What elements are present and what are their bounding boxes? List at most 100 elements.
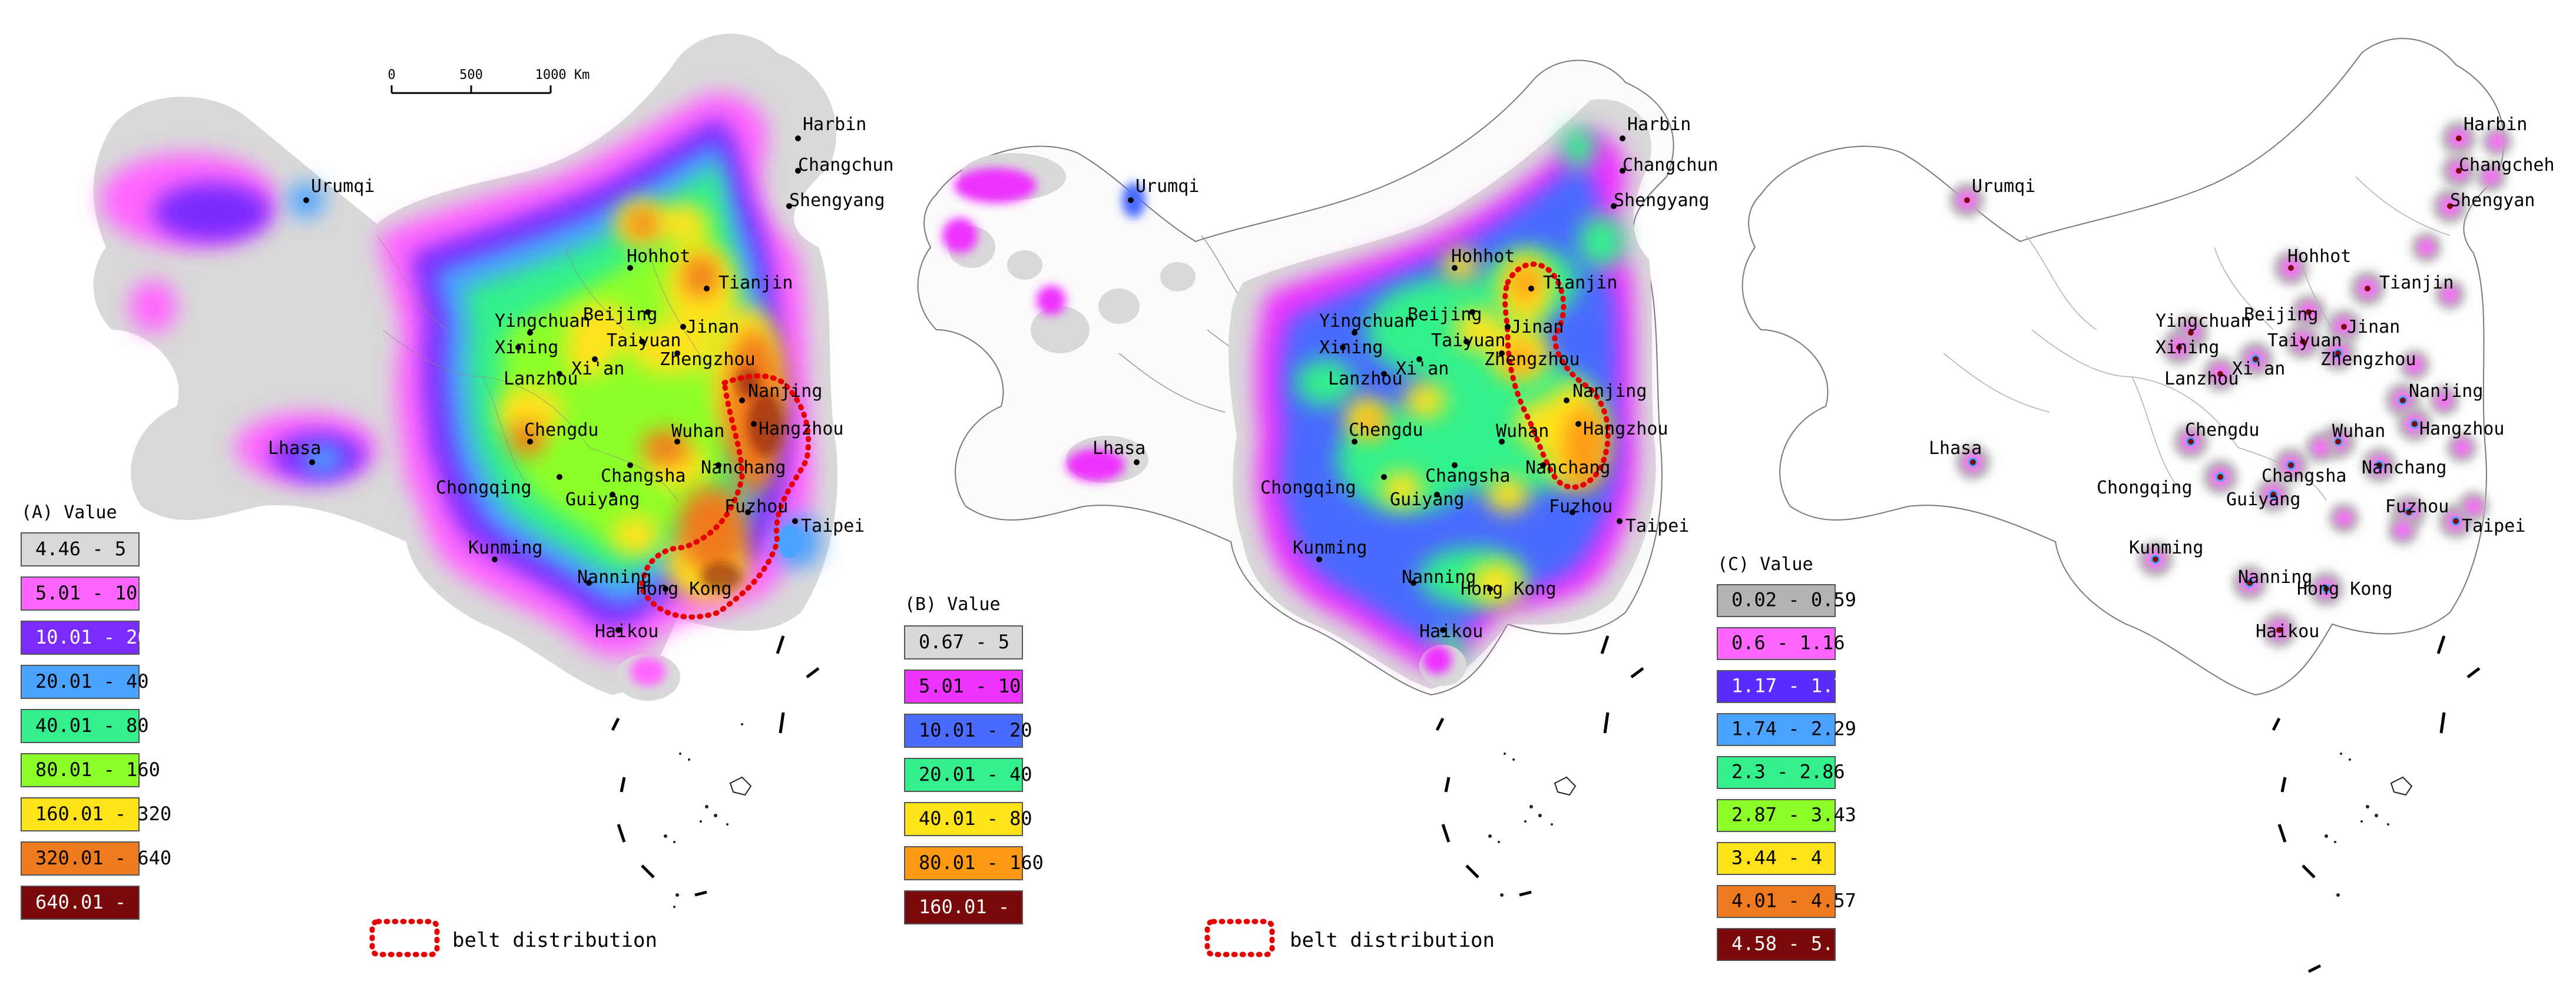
panel-c-spot-core [2395,522,2411,538]
panel-c-spot-core [2312,439,2329,456]
panel-b-belt-legend: belt distribution [1204,919,1495,957]
legend-label-a-3: 20.01 - 40 [35,670,149,692]
city-dot-guiyang [2270,492,2276,498]
city-dot-fuzhou [745,509,751,515]
legend-swatch-c-8 [1717,928,1836,961]
panel-c-spot-core [2454,439,2470,456]
city-label-kunming: Kunming [468,538,542,558]
city-label-fuzhou: Fuzhou [2385,496,2449,517]
legend-swatch-c-3 [1717,713,1836,746]
city-label-nanchang: Nanchang [701,458,786,478]
city-dot-chengdu [1352,439,1357,445]
city-dot-shengyan [2447,203,2453,209]
city-label-jinan: Jinan [1511,317,1564,337]
city-label-yingchuan: Yingchuan [2156,311,2251,332]
legend-label-c-7: 4.01 - 4.57 [1731,890,1856,912]
legend-swatch-a-3 [21,665,140,699]
city-dot-xining [515,344,521,350]
city-label-changsha: Changsha [2262,466,2347,486]
city-dot-nanjing [2400,397,2406,403]
city-dot-hangzhou [751,421,757,427]
city-dot-taipei [792,518,798,524]
city-dot-yingchuan [1352,330,1357,336]
city-label-taiyuan: Taiyuan [1431,330,1505,351]
legend-swatch-a-0 [21,532,140,566]
city-dot-urumqi [303,197,309,203]
city-label-lanzhou: Lanzhou [2164,369,2239,389]
city-dot-nanchang [2376,462,2382,468]
scale-bar [390,85,552,94]
city-label-yingchuan: Yingchuan [1319,311,1415,332]
panel-a-nine-dash-line [611,635,820,897]
panel-a-city-labels: Urumqi Harbin Changchun Shengyang Hohhot Tian… [268,114,894,642]
city-label-nanning: Nanning [2238,567,2312,588]
panel-c-nine-dash-line [2272,635,2481,973]
scale-bar-tick-500: 500 [459,68,483,82]
city-label-harbin: Harbin [2464,114,2527,135]
city-dot-beijing [645,309,651,315]
city-label-beijing: Beijing [2244,304,2318,325]
city-label-nanchang: Nanchang [1525,458,1611,478]
panel-b-nine-dash-line [1435,635,1644,897]
city-dot-yingchuan [2188,330,2194,336]
city-label-changsha: Changsha [601,466,686,486]
city-dot-kunming [2153,556,2158,562]
city-label-hong-kong: Hong Kong [636,579,732,599]
legend-swatch-a-1 [21,576,140,611]
legend-label-c-6: 3.44 - 4 [1731,847,1822,869]
city-dot-harbin [795,135,801,141]
city-dot-chengdu [527,439,533,445]
city-dot-shengyang [1611,203,1617,209]
panel-c-spot-core [2483,168,2499,185]
city-dot-beijing [2306,309,2312,315]
city-dot-hohhot [1452,265,1458,271]
city-label-xi-an: Xi'an [2232,359,2285,379]
panel-b-legend: (B) Value 0.67 - 5 5.01 - 10 10.01 - 20 20.… [904,594,1089,924]
city-dot-haikou [615,627,621,633]
legend-label-a-7: 320.01 - 640 [35,847,171,869]
legend-label-c-3: 1.74 - 2.29 [1731,718,1856,740]
panel-c-legend-title: (C) Value [1717,554,1813,575]
panel-c-spot-core [2436,392,2452,409]
legend-label-c-0: 0.02 - 0.59 [1731,589,1856,611]
panel-c-islands [2325,753,2413,897]
city-dot-nanning [586,580,592,586]
panel-c-spot-core [2489,133,2505,150]
panel-a-map: 0 500 1000 Km Urumqi Harbin Changchun Sheng… [21,34,894,957]
city-label-guiyang: Guiyang [1390,489,1464,510]
city-dot-tianjin [704,286,710,291]
panel-c-spot-core [2406,357,2423,373]
city-dot-lhasa [1134,459,1140,465]
city-label-hangzhou: Hangzhou [1583,419,1668,439]
legend-swatch-b-5 [904,846,1023,880]
panel-b-density-surface [942,99,1656,689]
city-dot-chengdu [2188,439,2194,445]
city-dot-taiyuan [1464,339,1469,344]
legend-swatch-b-0 [904,625,1023,659]
city-label-taiyuan: Taiyuan [2267,330,2342,351]
panel-c-legend: (C) Value 0.02 - 0.59 0.6 - 1.16 1.17 - 1.… [1717,554,1856,961]
city-label-xining: Xining [495,337,558,358]
city-dot-lhasa [1970,459,1976,465]
city-dot-wuhan [674,439,680,445]
city-dot-haikou [2276,627,2282,633]
panel-a-density-surface [93,34,837,701]
city-dot-chongqing [2217,474,2223,480]
city-label-fuzhou: Fuzhou [1549,496,1613,517]
city-dot-zhengzhou [1499,350,1505,356]
city-dot-lhasa [309,459,315,465]
legend-swatch-b-2 [904,714,1023,748]
city-dot-haikou [1440,627,1446,633]
city-label-changchun: Changchun [798,155,894,175]
city-dot-chongqing [557,474,562,480]
city-label-zhengzhou: Zhengzhou [660,349,756,370]
legend-label-a-0: 4.46 - 5 [35,538,126,560]
city-dot-changcheh [2456,168,2462,174]
panel-a-belt-outline [639,373,812,620]
city-dot-guiyang [1434,492,1440,498]
legend-label-b-0: 0.67 - 5 [919,631,1009,653]
city-dot-changchun [1620,168,1625,174]
city-label-haikou: Haikou [2256,621,2319,642]
city-label-hong-kong: Hong Kong [2297,579,2393,599]
city-dot-lanzhou [1381,371,1387,377]
